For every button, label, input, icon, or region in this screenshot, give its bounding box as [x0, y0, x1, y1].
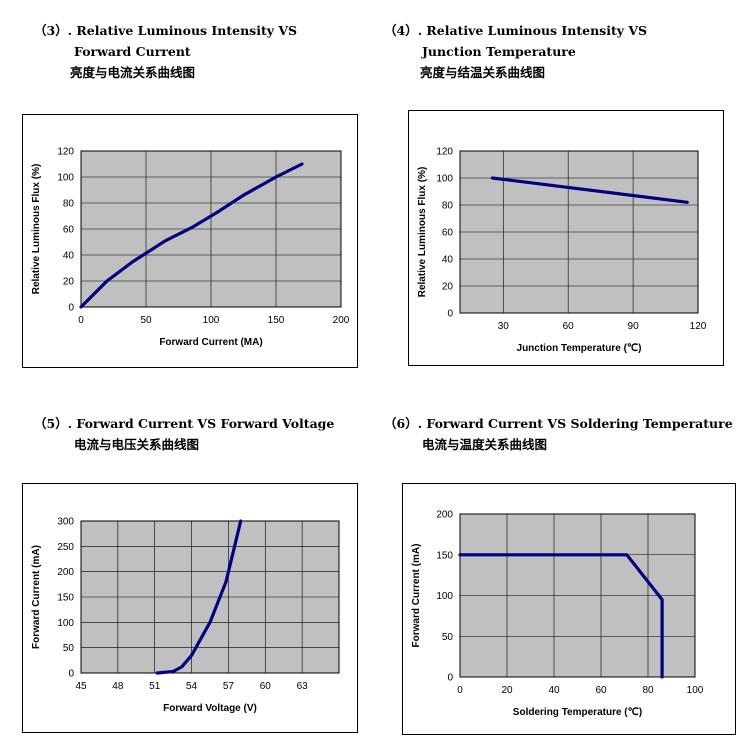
x-tick-label: 50 — [140, 315, 152, 326]
heading-line1: （5）. Forward Current VS Forward Voltage — [34, 416, 335, 431]
x-tick-label: 90 — [628, 321, 640, 332]
y-tick-label: 250 — [57, 542, 74, 553]
chart-voltage-vs-current: 0 50 100 150 200 250 300 45 48 51 54 57 60 63 Forward … — [31, 517, 340, 714]
x-tick-label: 100 — [203, 315, 220, 326]
y-tick-label: 200 — [436, 510, 453, 521]
y-tick-label: 0 — [447, 309, 453, 320]
heading-line2: Forward Current — [74, 44, 191, 59]
x-axis-label: Forward Voltage (V) — [163, 703, 257, 714]
x-tick-label: 100 — [687, 685, 704, 696]
x-tick-label: 20 — [501, 685, 513, 696]
x-axis-label: Forward Current (MA) — [159, 337, 262, 348]
heading-chinese: 电流与电压关系曲线图 — [74, 437, 200, 452]
y-axis-label: Relative Luminous Flux (%) — [417, 167, 428, 298]
x-tick-label: 63 — [297, 681, 309, 692]
y-tick-label: 150 — [57, 593, 74, 604]
chart-panel-temp-flux: 0 20 40 60 80 100 120 30 60 90 120 Junction Tempera… — [408, 110, 724, 366]
y-tick-label: 40 — [63, 251, 75, 262]
y-tick-label: 200 — [57, 567, 74, 578]
x-axis-label: Soldering Temperature (℃) — [513, 707, 642, 718]
chart-panel-current-flux: 0 20 40 60 80 100 120 0 50 100 150 200 Forward Curre… — [22, 114, 358, 368]
chart-panel-voltage-current: 0 50 100 150 200 250 300 45 48 51 54 57 60 63 Forward … — [22, 483, 358, 733]
x-tick-label: 51 — [149, 681, 161, 692]
y-tick-label: 80 — [63, 199, 75, 210]
x-tick-label: 40 — [548, 685, 560, 696]
y-tick-label: 0 — [447, 673, 453, 684]
y-tick-label: 80 — [442, 201, 454, 212]
y-tick-label: 100 — [57, 173, 74, 184]
x-tick-label: 60 — [563, 321, 575, 332]
heading-line1: （6）. Forward Current VS Soldering Temper… — [384, 416, 733, 431]
heading-chinese: 亮度与电流关系曲线图 — [70, 65, 196, 80]
heading-chinese: 电流与温度关系曲线图 — [422, 437, 548, 452]
heading-line1: （3）. Relative Luminous Intensity VS — [34, 23, 298, 38]
series-line — [458, 553, 664, 679]
heading-chinese: 亮度与结温关系曲线图 — [420, 65, 546, 80]
chart-current-vs-flux: 0 20 40 60 80 100 120 0 50 100 150 200 Forward Curre… — [31, 147, 350, 349]
heading-chart-5: （5）. Forward Current VS Forward Voltage … — [34, 413, 334, 455]
y-tick-label: 20 — [63, 277, 75, 288]
heading-line1: （4）. Relative Luminous Intensity VS — [384, 23, 648, 38]
y-tick-label: 20 — [442, 282, 454, 293]
y-tick-label: 0 — [68, 303, 74, 314]
y-tick-label: 50 — [63, 643, 75, 654]
y-tick-label: 0 — [68, 669, 74, 680]
y-tick-label: 100 — [436, 174, 453, 185]
x-tick-label: 45 — [75, 681, 87, 692]
y-axis-label: Relative Luminous Flux (%) — [31, 164, 42, 295]
heading-chart-3: （3）. Relative Luminous Intensity VS Forw… — [34, 20, 297, 83]
x-tick-label: 48 — [112, 681, 124, 692]
x-tick-label: 150 — [268, 315, 285, 326]
chart-panel-soldering-current: 0 50 100 150 200 0 20 40 60 80 100 Soldering Temper… — [402, 483, 736, 735]
series-line — [79, 162, 304, 309]
x-tick-label: 200 — [333, 315, 350, 326]
y-tick-label: 300 — [57, 517, 74, 528]
x-tick-label: 0 — [78, 315, 84, 326]
series-line — [490, 176, 689, 204]
y-tick-label: 120 — [436, 147, 453, 158]
x-tick-label: 60 — [260, 681, 272, 692]
y-tick-label: 120 — [57, 147, 74, 158]
heading-chart-6: （6）. Forward Current VS Soldering Temper… — [384, 413, 733, 455]
y-tick-label: 60 — [63, 225, 75, 236]
y-axis-label: Forward Current (mA) — [31, 545, 42, 649]
y-tick-label: 50 — [442, 632, 454, 643]
heading-chart-4: （4）. Relative Luminous Intensity VS Junc… — [384, 20, 647, 83]
y-tick-label: 60 — [442, 228, 454, 239]
x-tick-label: 57 — [223, 681, 235, 692]
x-tick-label: 80 — [642, 685, 654, 696]
x-tick-label: 54 — [186, 681, 198, 692]
heading-line2: Junction Temperature — [422, 44, 576, 59]
y-tick-label: 40 — [442, 255, 454, 266]
chart-soldering-vs-current: 0 50 100 150 200 0 20 40 60 80 100 Soldering Temper… — [411, 510, 704, 719]
y-tick-label: 150 — [436, 550, 453, 561]
y-tick-label: 100 — [57, 618, 74, 629]
x-tick-label: 120 — [690, 321, 707, 332]
series-line — [155, 519, 243, 675]
y-tick-label: 100 — [436, 591, 453, 602]
x-tick-label: 60 — [595, 685, 607, 696]
y-axis-label: Forward Current (mA) — [411, 544, 422, 648]
x-axis-label: Junction Temperature (℃) — [517, 343, 642, 354]
x-tick-label: 0 — [457, 685, 463, 696]
chart-temperature-vs-flux: 0 20 40 60 80 100 120 30 60 90 120 Junction Tempera… — [417, 147, 707, 355]
x-tick-label: 30 — [498, 321, 510, 332]
